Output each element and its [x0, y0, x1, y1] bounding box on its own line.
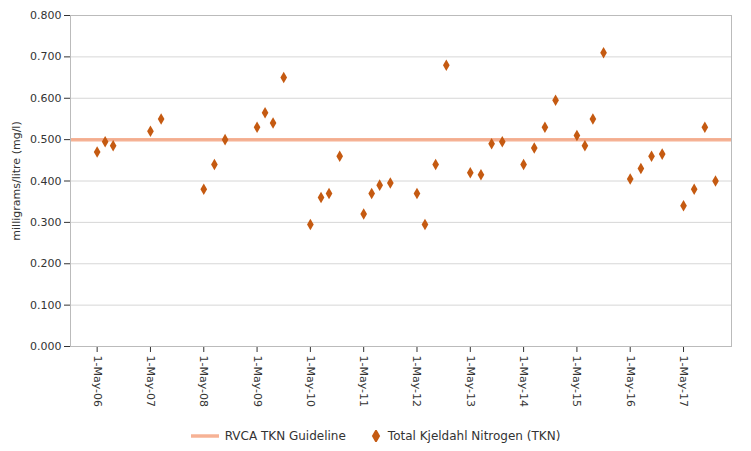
- svg-text:0.500: 0.500: [30, 133, 62, 146]
- svg-text:0.700: 0.700: [30, 50, 62, 63]
- svg-text:1-May-08: 1-May-08: [197, 356, 210, 407]
- svg-text:0.800: 0.800: [30, 9, 62, 22]
- svg-text:1-May-17: 1-May-17: [677, 356, 690, 407]
- html-text:RVCA TKN Guideline: RVCA TKN Guideline: [224, 429, 346, 443]
- svg-text:1-May-07: 1-May-07: [144, 356, 157, 407]
- svg-text:1-May-09: 1-May-09: [251, 356, 264, 407]
- svg-text:0.000: 0.000: [30, 340, 62, 353]
- svg-text:0.200: 0.200: [30, 257, 62, 270]
- svg-text:1-May-11: 1-May-11: [357, 356, 370, 407]
- svg-text:0.400: 0.400: [30, 175, 62, 188]
- svg-text:1-May-16: 1-May-16: [624, 356, 637, 407]
- svg-text:1-May-15: 1-May-15: [570, 356, 583, 407]
- svg-text:1-May-13: 1-May-13: [464, 356, 477, 407]
- html-text:Total Kjeldahl Nitrogen (TKN): Total Kjeldahl Nitrogen (TKN): [387, 429, 561, 443]
- svg-text:0.600: 0.600: [30, 92, 62, 105]
- svg-text:0.300: 0.300: [30, 216, 62, 229]
- svg-text:1-May-10: 1-May-10: [304, 356, 317, 407]
- svg-text:1-May-12: 1-May-12: [410, 356, 423, 407]
- svg-text:milligrams/litre (mg/l): milligrams/litre (mg/l): [10, 121, 23, 240]
- svg-text:1-May-06: 1-May-06: [91, 356, 104, 407]
- svg-text:0.100: 0.100: [30, 299, 62, 312]
- svg-text:1-May-14: 1-May-14: [517, 356, 530, 407]
